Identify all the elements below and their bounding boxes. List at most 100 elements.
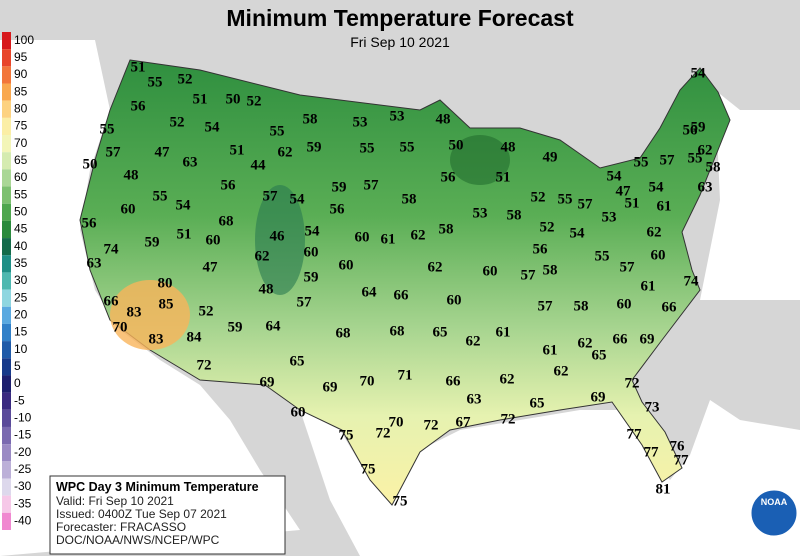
legend-swatch xyxy=(2,169,11,187)
legend-swatch xyxy=(2,100,11,118)
temperature-label: 65 xyxy=(290,353,305,369)
temperature-label: 57 xyxy=(297,294,313,310)
legend-swatch xyxy=(2,203,11,221)
temperature-label: 68 xyxy=(390,323,405,339)
temperature-label: 56 xyxy=(683,122,699,138)
temperature-label: 52 xyxy=(178,71,193,87)
temperature-label: 54 xyxy=(205,119,221,135)
temperature-label: 48 xyxy=(501,139,516,155)
temperature-label: 51 xyxy=(177,226,192,242)
legend-swatch xyxy=(2,117,11,136)
temperature-label: 70 xyxy=(389,414,404,430)
legend-label: 25 xyxy=(14,290,28,304)
temperature-label: 57 xyxy=(106,144,122,160)
legend-label: 45 xyxy=(14,222,28,236)
temperature-label: 60 xyxy=(651,247,666,263)
temperature-label: 77 xyxy=(674,452,690,468)
temperature-label: 47 xyxy=(203,259,219,275)
legend-swatch xyxy=(2,341,11,359)
legend-label: 5 xyxy=(14,359,21,373)
temperature-label: 67 xyxy=(456,414,472,430)
legend-swatch xyxy=(2,255,11,273)
temperature-label: 59 xyxy=(228,319,243,335)
legend-swatch xyxy=(2,375,11,393)
temperature-label: 65 xyxy=(433,324,448,340)
legend-label: 50 xyxy=(14,204,28,218)
legend-label: -10 xyxy=(14,411,32,425)
legend-label: 10 xyxy=(14,342,28,356)
temperature-label: 53 xyxy=(602,209,617,225)
temperature-label: 74 xyxy=(104,241,120,257)
temperature-label: 57 xyxy=(538,298,554,314)
temperature-label: 61 xyxy=(657,198,672,214)
temperature-label: 54 xyxy=(570,225,586,241)
temperature-label: 73 xyxy=(645,399,660,415)
temperature-label: 58 xyxy=(706,159,721,175)
temperature-label: 60 xyxy=(339,257,354,273)
legend-label: 80 xyxy=(14,101,28,115)
temperature-label: 64 xyxy=(362,284,378,300)
temperature-label: 72 xyxy=(376,425,391,441)
legend-label: 100 xyxy=(14,33,34,47)
rockies-cool xyxy=(255,185,305,295)
desert-heat xyxy=(110,280,190,350)
temperature-label: 54 xyxy=(607,168,623,184)
temperature-label: 56 xyxy=(221,177,237,193)
info-line: Forecaster: FRACASSO xyxy=(56,520,186,534)
legend-label: 70 xyxy=(14,136,28,150)
temperature-label: 56 xyxy=(533,241,549,257)
temperature-label: 54 xyxy=(176,197,192,213)
temperature-label: 58 xyxy=(543,262,558,278)
temperature-label: 55 xyxy=(558,191,573,207)
legend-label: 60 xyxy=(14,170,28,184)
noaa-logo xyxy=(748,487,800,539)
temperature-label: 59 xyxy=(304,269,319,285)
temperature-label: 61 xyxy=(641,278,656,294)
temperature-label: 54 xyxy=(305,223,321,239)
gulf-atlantic xyxy=(300,400,800,556)
temperature-label: 55 xyxy=(270,123,285,139)
temperature-label: 56 xyxy=(131,98,147,114)
temperature-label: 60 xyxy=(291,404,306,420)
temperature-label: 68 xyxy=(336,325,351,341)
temperature-label: 52 xyxy=(540,219,555,235)
temperature-label: 83 xyxy=(149,331,164,347)
temperature-label: 53 xyxy=(353,114,368,130)
temperature-label: 83 xyxy=(127,304,142,320)
atlantic xyxy=(700,90,800,300)
info-line: DOC/NOAA/NWS/NCEP/WPC xyxy=(56,533,220,547)
temperature-label: 59 xyxy=(307,139,322,155)
temperature-label: 50 xyxy=(83,156,98,172)
temperature-label: 60 xyxy=(206,232,221,248)
temperature-label: 58 xyxy=(439,221,454,237)
temperature-label: 51 xyxy=(625,195,640,211)
legend-label: 20 xyxy=(14,308,28,322)
legend-swatch xyxy=(2,220,11,239)
temperature-label: 55 xyxy=(688,150,703,166)
legend-label: -15 xyxy=(14,428,32,442)
legend-swatch xyxy=(2,289,11,307)
temperature-label: 46 xyxy=(270,228,286,244)
legend-label: 75 xyxy=(14,119,28,133)
legend-swatch xyxy=(2,495,11,513)
temperature-label: 44 xyxy=(251,157,267,173)
temperature-label: 71 xyxy=(398,367,413,383)
legend-label: 90 xyxy=(14,67,28,81)
legend-label: 15 xyxy=(14,325,28,339)
temperature-label: 66 xyxy=(394,287,410,303)
temperature-label: 48 xyxy=(259,281,274,297)
info-box xyxy=(49,475,286,555)
temperature-label: 62 xyxy=(428,259,443,275)
temperature-label: 51 xyxy=(193,91,208,107)
temperature-label: 69 xyxy=(260,374,275,390)
temperature-label: 59 xyxy=(145,234,160,250)
temperature-label: 55 xyxy=(595,248,610,264)
legend-label: 40 xyxy=(14,239,28,253)
legend-label: 30 xyxy=(14,273,28,287)
temperature-label: 60 xyxy=(483,263,498,279)
temperature-label: 62 xyxy=(578,335,593,351)
temperature-label: 69 xyxy=(591,389,606,405)
temperature-label: 70 xyxy=(113,319,128,335)
temperature-label: 51 xyxy=(131,59,146,75)
temperature-label: 81 xyxy=(656,481,671,497)
